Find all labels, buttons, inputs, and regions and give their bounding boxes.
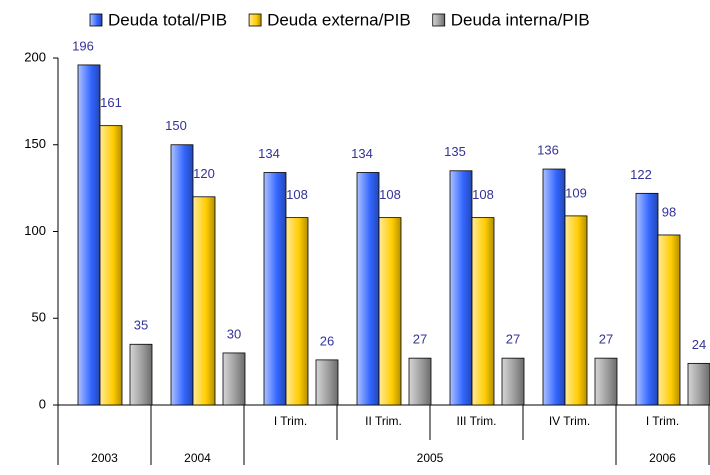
bar bbox=[170, 144, 194, 406]
x-tick-label: II Trim. bbox=[365, 414, 402, 428]
value-label: 134 bbox=[258, 146, 280, 161]
group-label: 2003 bbox=[91, 451, 118, 465]
value-label: 120 bbox=[193, 166, 215, 181]
x-tick-label: IV Trim. bbox=[549, 414, 590, 428]
bar bbox=[192, 196, 216, 406]
value-label: 135 bbox=[444, 144, 466, 159]
y-tick-label: 0 bbox=[39, 396, 46, 411]
y-tick-label: 150 bbox=[24, 136, 46, 151]
bar bbox=[315, 359, 339, 406]
bar bbox=[542, 168, 566, 406]
value-label: 161 bbox=[100, 95, 122, 110]
group-label: 2004 bbox=[184, 451, 211, 465]
value-label: 24 bbox=[692, 337, 706, 352]
value-label: 26 bbox=[320, 333, 334, 348]
legend-swatch bbox=[89, 13, 103, 27]
value-label: 196 bbox=[72, 38, 94, 53]
legend-label: Deuda externa/PIB bbox=[267, 10, 411, 29]
x-tick-label: I Trim. bbox=[274, 414, 307, 428]
value-label: 136 bbox=[537, 142, 559, 157]
value-label: 134 bbox=[351, 146, 373, 161]
bar bbox=[378, 217, 402, 406]
legend-label: Deuda total/PIB bbox=[108, 10, 227, 29]
x-tick-label: I Trim. bbox=[646, 414, 679, 428]
bar bbox=[99, 125, 123, 406]
y-tick-label: 50 bbox=[32, 310, 46, 325]
bar bbox=[356, 172, 380, 406]
value-label: 27 bbox=[599, 332, 613, 347]
bar bbox=[77, 64, 101, 406]
bar bbox=[501, 357, 525, 406]
legend-label: Deuda interna/PIB bbox=[451, 10, 590, 29]
value-label: 30 bbox=[227, 326, 241, 341]
legend-swatch bbox=[432, 13, 446, 27]
bar bbox=[635, 192, 659, 406]
group-label: 2006 bbox=[649, 451, 676, 465]
value-label: 108 bbox=[472, 187, 494, 202]
value-label: 27 bbox=[413, 332, 427, 347]
value-label: 98 bbox=[662, 204, 676, 219]
value-label: 27 bbox=[506, 332, 520, 347]
bar bbox=[285, 217, 309, 406]
value-label: 108 bbox=[286, 187, 308, 202]
bar bbox=[594, 357, 618, 406]
value-label: 35 bbox=[134, 318, 148, 333]
bar bbox=[449, 170, 473, 406]
bar bbox=[657, 234, 681, 406]
bar bbox=[564, 215, 588, 406]
bar bbox=[222, 352, 246, 406]
group-label: 2005 bbox=[417, 451, 444, 465]
bar bbox=[129, 343, 153, 406]
bar bbox=[263, 172, 287, 406]
value-label: 122 bbox=[630, 167, 652, 182]
y-tick-label: 200 bbox=[24, 49, 46, 64]
bar bbox=[408, 357, 432, 406]
bar bbox=[471, 217, 495, 406]
value-label: 109 bbox=[565, 185, 587, 200]
value-label: 108 bbox=[379, 187, 401, 202]
legend-swatch bbox=[248, 13, 262, 27]
value-label: 150 bbox=[165, 118, 187, 133]
x-tick-label: III Trim. bbox=[457, 414, 497, 428]
bar bbox=[687, 362, 710, 406]
y-tick-label: 100 bbox=[24, 223, 46, 238]
